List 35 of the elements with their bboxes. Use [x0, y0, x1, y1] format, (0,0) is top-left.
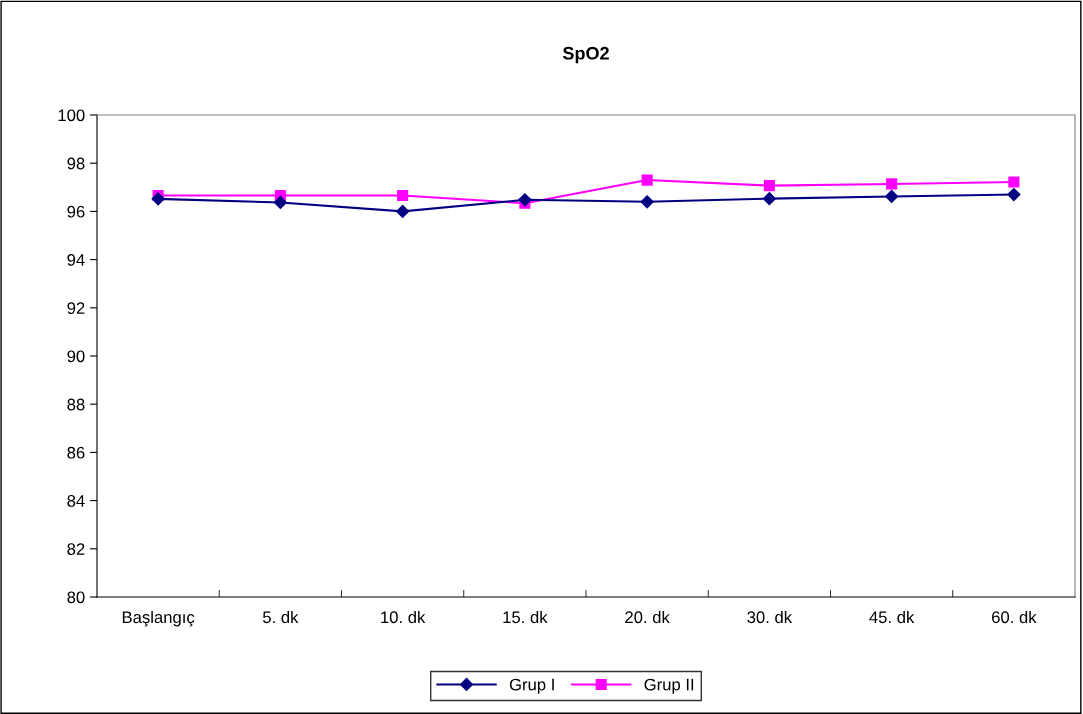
point	[273, 195, 287, 210]
point	[885, 189, 899, 204]
y-tick-label: 96	[67, 205, 85, 218]
x-tick-label: 45. dk	[869, 610, 915, 624]
y-tick-label: 100	[58, 109, 85, 122]
point	[151, 192, 165, 206]
y-tick-label: 80	[67, 591, 85, 604]
y-tick-label: 82	[67, 543, 85, 555]
point	[763, 180, 775, 192]
y-tick-label: 84	[67, 495, 85, 507]
y-tick-label: 98	[67, 157, 85, 170]
x-tick-label: 5. dk	[262, 610, 299, 624]
y-tick-label: 86	[67, 446, 85, 459]
point	[641, 174, 653, 186]
y-tick-label: 90	[67, 350, 85, 363]
legend-label: Grup II	[644, 678, 694, 694]
point	[886, 178, 898, 190]
x-tick-label: Başlangıç	[122, 610, 195, 627]
x-tick-label: 15. dk	[503, 610, 548, 624]
y-tick-label: 88	[67, 398, 85, 411]
point	[640, 195, 654, 209]
point	[397, 189, 409, 202]
x-tick-label: 60. dk	[992, 610, 1037, 624]
x-tick-label: 20. dk	[625, 610, 670, 624]
legend-label: Grup I	[509, 678, 554, 694]
point	[396, 204, 410, 218]
x-tick-label: 30. dk	[747, 610, 793, 624]
point	[1008, 176, 1020, 188]
point	[1007, 187, 1021, 202]
y-tick-label: 92	[67, 302, 85, 314]
point	[518, 193, 532, 207]
chart-title: SpO2	[562, 46, 609, 64]
y-tick-label: 94	[67, 254, 85, 266]
x-tick-label: 10. dk	[381, 610, 426, 624]
point	[762, 192, 776, 206]
